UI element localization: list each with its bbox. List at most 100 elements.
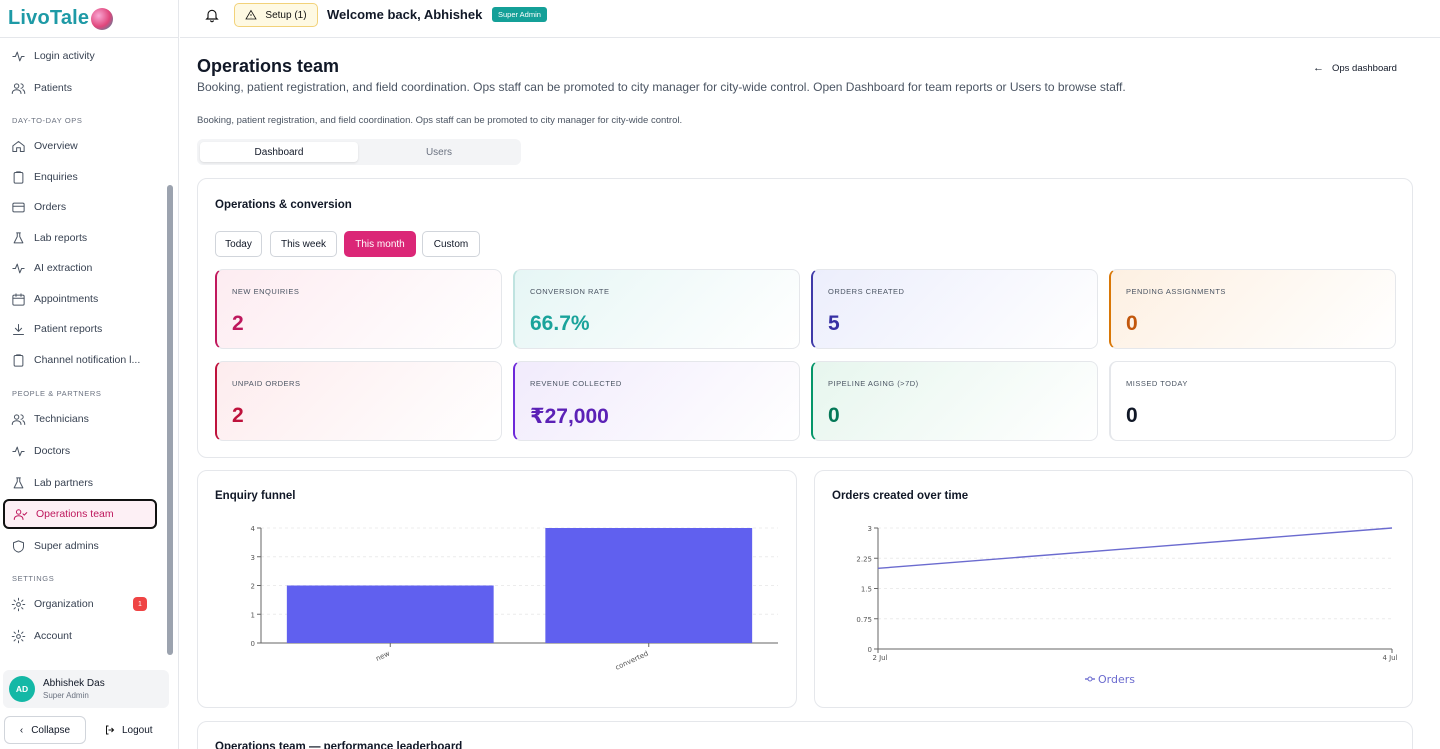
funnel-bar	[286, 585, 494, 643]
sidebar-item-enquiries[interactable]: Enquiries	[3, 162, 157, 192]
logout-icon	[106, 725, 115, 735]
x-tick-label: 4 Jul	[1382, 654, 1397, 662]
avatar: AD	[9, 676, 35, 702]
x-tick-label: 2 Jul	[872, 654, 887, 662]
sidebar-item-orders[interactable]: Orders	[3, 192, 157, 222]
stat-value: 2	[232, 312, 244, 335]
sidebar-item-label: Super admins	[34, 540, 99, 552]
notifications-button[interactable]: 9+	[204, 5, 251, 23]
stat-label: CONVERSION RATE	[530, 287, 610, 296]
sidebar-item-label: Overview	[34, 140, 78, 152]
sidebar-item-overview[interactable]: Overview	[3, 131, 157, 161]
collapse-button[interactable]: ‹ Collapse	[4, 716, 86, 744]
leaderboard-title: Operations team — performance leaderboar…	[215, 741, 463, 749]
stat-value: 5	[828, 312, 840, 335]
activity-icon	[12, 446, 25, 456]
operations-title: Operations & conversion	[215, 199, 352, 211]
range-this-week-button[interactable]: This week	[270, 231, 337, 257]
logo[interactable]: LivoTale	[0, 0, 178, 38]
ops-dashboard-label: Ops dashboard	[1332, 62, 1397, 74]
stat-card-pending-assignments: PENDING ASSIGNMENTS 0	[1109, 269, 1396, 349]
y-tick-label: 3	[251, 554, 255, 562]
sidebar-item-label: Appointments	[34, 293, 99, 305]
clipboard-icon	[13, 170, 24, 184]
y-tick-label: 0	[868, 646, 872, 654]
page-title: Operations team	[197, 56, 340, 76]
sidebar-item-label: Patient reports	[34, 323, 103, 335]
orders-over-time-chart: 0 0.75 1.5 2.25 3 2 Jul 4 Jul Orders	[856, 525, 1397, 686]
shield-icon	[13, 539, 24, 553]
sidebar-item-lab-reports[interactable]: Lab reports	[3, 223, 157, 253]
chevron-left-icon: ‹	[19, 724, 24, 736]
sidebar-item-channel-notification-l[interactable]: Channel notification l...	[3, 345, 157, 375]
y-tick-label: 3	[868, 525, 872, 533]
topbar: 9+ Setup (1) Welcome back, Abhishek Supe…	[180, 0, 1440, 38]
sidebar-item-appointments[interactable]: Appointments	[3, 284, 157, 314]
y-tick-label: 0	[251, 640, 255, 648]
flask-icon	[13, 476, 24, 488]
sidebar-item-login-activity[interactable]: Login activity	[3, 41, 157, 71]
sidebar-item-label: Account	[34, 630, 72, 642]
orders-over-time-card: Orders created over time 0 0.75 1.5 2.25 3 2 …	[814, 470, 1413, 708]
calendar-icon	[12, 292, 25, 306]
orders-chart-title: Orders created over time	[832, 490, 969, 502]
welcome-text: Welcome back, Abhishek	[327, 7, 483, 22]
operations-card: Operations & conversion Today This week …	[197, 178, 1413, 458]
arrow-left-icon: ←	[1313, 62, 1324, 74]
logout-button[interactable]: Logout	[104, 716, 153, 744]
sidebar-item-technicians[interactable]: Technicians	[3, 404, 157, 434]
home-icon	[12, 140, 25, 152]
funnel-bar	[545, 528, 753, 643]
logo-text: LivoTale	[8, 7, 90, 29]
enquiry-funnel-chart: 0 1 2 3 4 new converted	[251, 525, 778, 672]
role-badge: Super Admin	[492, 7, 547, 22]
user-card[interactable]: AD Abhishek Das Super Admin	[3, 670, 169, 708]
logo-icon	[91, 7, 114, 30]
stat-value: ₹27,000	[530, 405, 609, 428]
y-tick-label: 1.5	[861, 586, 872, 594]
sidebar-item-doctors[interactable]: Doctors	[3, 436, 157, 466]
sidebar-item-patient-reports[interactable]: Patient reports	[3, 314, 157, 344]
setup-label: Setup (1)	[265, 9, 307, 21]
y-tick-label: 2.25	[856, 555, 872, 563]
setup-button[interactable]: Setup (1)	[234, 3, 318, 27]
main-content: Operations team Booking, patient registr…	[180, 38, 1431, 749]
y-tick-label: 4	[251, 525, 256, 533]
sidebar-item-operations-team[interactable]: Operations team	[3, 499, 157, 529]
stat-card-pipeline-aging-7d: PIPELINE AGING (>7D) 0	[811, 361, 1098, 441]
view-tabs: Dashboard Users	[197, 139, 521, 165]
user-name: Abhishek Das	[43, 678, 105, 689]
gear-icon	[11, 597, 26, 611]
sidebar: LivoTale Login activity Patients DAY-TO-DA…	[0, 0, 179, 749]
card-icon	[12, 202, 25, 212]
ops-dashboard-link[interactable]: ← Ops dashboard	[1313, 62, 1397, 74]
sidebar-item-ai-extraction[interactable]: AI extraction	[3, 253, 157, 283]
x-tick-label: new	[375, 649, 392, 662]
logout-label: Logout	[122, 724, 153, 736]
activity-icon	[12, 263, 25, 273]
stat-card-new-enquiries: NEW ENQUIRIES 2	[215, 269, 502, 349]
tab-dashboard[interactable]: Dashboard	[200, 142, 358, 162]
y-tick-label: 0.75	[856, 616, 872, 624]
tab-users[interactable]: Users	[425, 146, 453, 158]
range-custom-button[interactable]: Custom	[422, 231, 480, 257]
stat-card-unpaid-orders: UNPAID ORDERS 2	[215, 361, 502, 441]
sidebar-item-organization[interactable]: Organization 1	[3, 589, 157, 619]
stat-card-revenue-collected: REVENUE COLLECTED ₹27,000	[513, 361, 800, 441]
page-subdescription: Booking, patient registration, and field…	[197, 115, 683, 126]
sidebar-section-label: PEOPLE & PARTNERS	[12, 389, 102, 398]
sidebar-item-lab-partners[interactable]: Lab partners	[3, 468, 157, 498]
enquiry-funnel-card: Enquiry funnel 0 1 2 3 4 new converted	[197, 470, 797, 708]
sidebar-item-account[interactable]: Account	[3, 621, 157, 651]
sidebar-item-patients[interactable]: Patients	[3, 73, 157, 103]
sidebar-scrollbar[interactable]	[167, 185, 173, 655]
range-today-button[interactable]: Today	[215, 231, 262, 257]
funnel-title: Enquiry funnel	[215, 490, 296, 502]
page-description: Booking, patient registration, and field…	[197, 80, 1126, 94]
sidebar-item-super-admins[interactable]: Super admins	[3, 531, 157, 561]
sidebar-item-label: Channel notification l...	[34, 354, 141, 366]
orders-series-line	[877, 527, 1393, 570]
range-this-month-button[interactable]: This month	[344, 231, 416, 257]
users-icon	[11, 82, 26, 94]
activity-icon	[12, 51, 25, 61]
